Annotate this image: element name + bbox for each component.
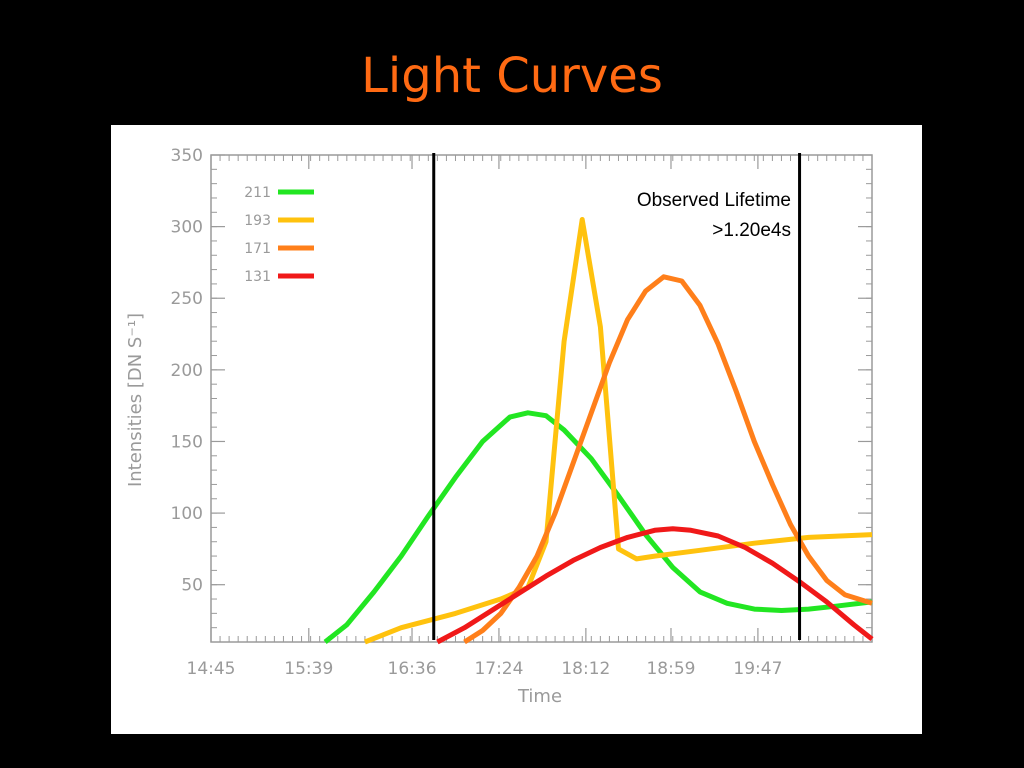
x-tick-label: 18:59 (646, 659, 695, 679)
x-tick-label: 17:24 (474, 659, 523, 679)
x-tick-label: 16:36 (388, 659, 437, 679)
y-tick-label: 250 (171, 289, 203, 309)
chart-panel: 14:45 15:39 16:36 17:24 18:12 18:59 19:47 50 100… (111, 125, 922, 734)
y-tick-label: 200 (171, 361, 203, 381)
y-tick-label: 100 (171, 504, 203, 524)
x-axis-title: Time (517, 686, 562, 707)
light-curves-chart: 14:45 15:39 16:36 17:24 18:12 18:59 19:47 50 100… (125, 146, 874, 707)
chart-labels: Time Intensities [DN S⁻¹] Observed Lifet… (125, 190, 791, 707)
chart-axes: 14:45 15:39 16:36 17:24 18:12 18:59 19:47 50 100… (171, 146, 873, 679)
legend-label: 193 (244, 213, 271, 229)
chart-legend: 211 193 171 131 (244, 185, 314, 285)
lifetime-annotation-line2: >1.20e4s (712, 220, 791, 241)
legend-label: 171 (244, 241, 271, 257)
series-line-171 (463, 274, 873, 645)
y-tick-label: 300 (171, 218, 203, 238)
y-tick-label: 150 (171, 432, 203, 452)
legend-label: 131 (244, 269, 271, 285)
x-tick-label: 19:47 (733, 659, 782, 679)
x-tick-label: 18:12 (561, 659, 610, 679)
x-tick-label: 15:39 (284, 659, 333, 679)
x-tick-label: 14:45 (187, 659, 236, 679)
series-line-131 (436, 526, 874, 645)
lifetime-annotation-line1: Observed Lifetime (637, 190, 791, 211)
legend-label: 211 (244, 185, 271, 201)
chart-series-group (323, 217, 874, 645)
y-axis-title: Intensities [DN S⁻¹] (125, 313, 146, 487)
y-tick-label: 50 (181, 576, 203, 596)
slide-title: Light Curves (361, 48, 663, 104)
series-line-193 (363, 217, 873, 645)
lifetime-markers (432, 153, 802, 640)
y-tick-label: 350 (171, 146, 203, 166)
